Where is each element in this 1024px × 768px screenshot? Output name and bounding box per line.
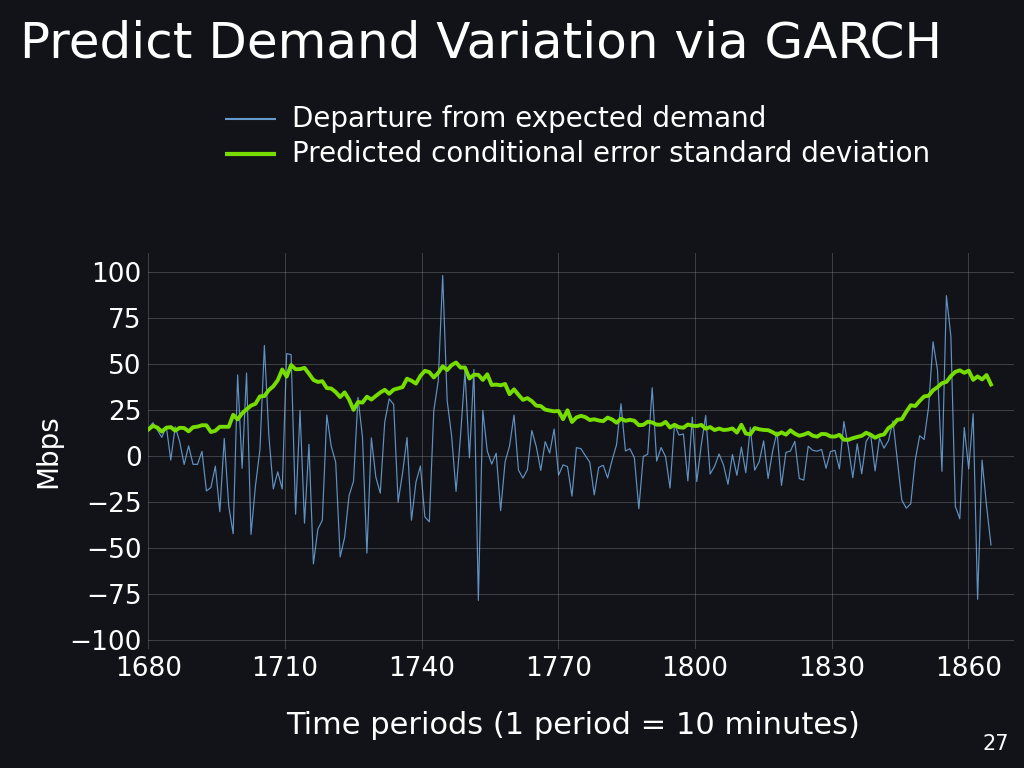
Text: Departure from expected demand: Departure from expected demand: [292, 105, 766, 133]
Text: Predicted conditional error standard deviation: Predicted conditional error standard dev…: [292, 140, 930, 167]
Text: Time periods (1 period = 10 minutes): Time periods (1 period = 10 minutes): [287, 711, 860, 740]
Text: Predict Demand Variation via GARCH: Predict Demand Variation via GARCH: [20, 19, 942, 68]
Text: 27: 27: [982, 734, 1009, 754]
Y-axis label: Mbps: Mbps: [34, 414, 62, 488]
